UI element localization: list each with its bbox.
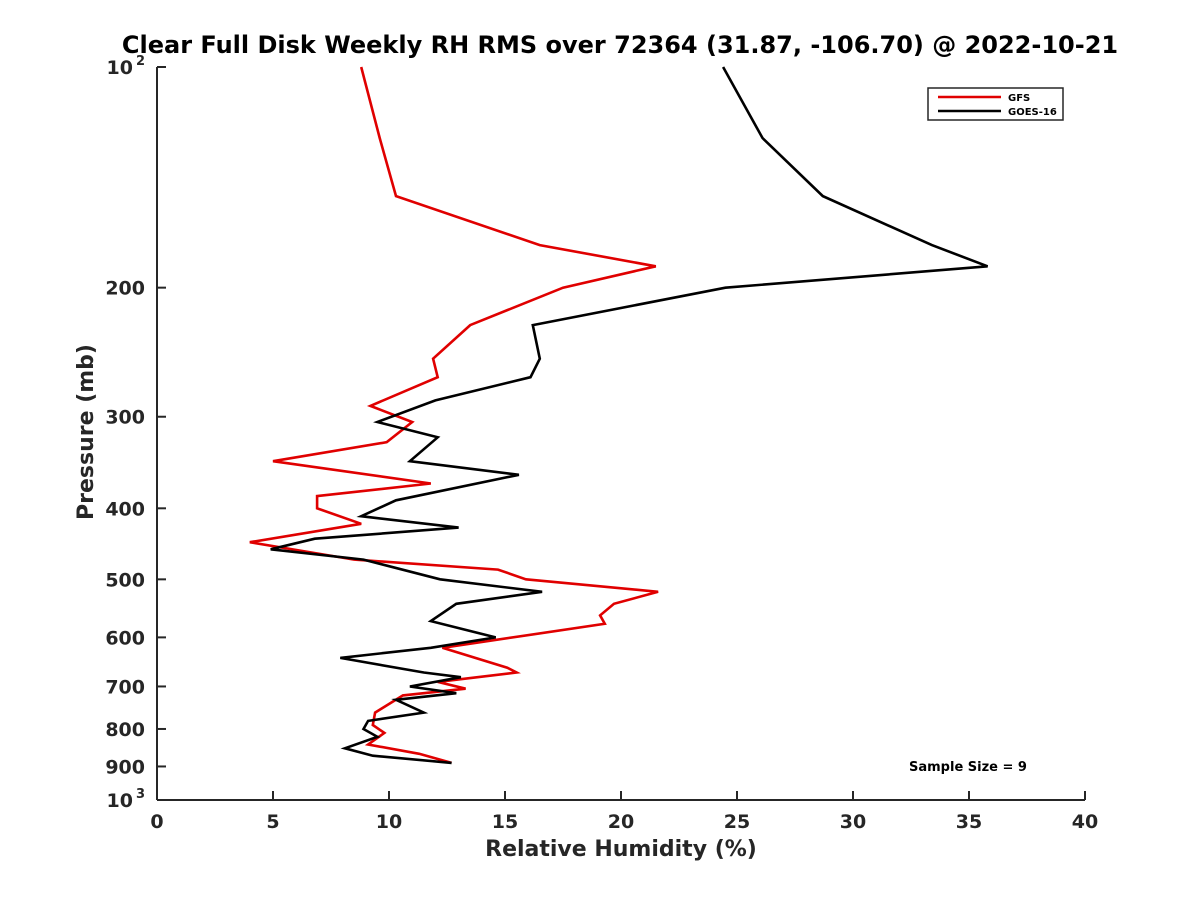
- x-tick-label: 40: [1072, 811, 1098, 833]
- x-tick-label: 30: [840, 811, 866, 833]
- x-tick-label: 20: [608, 811, 634, 833]
- y-tick-label: 400: [105, 498, 145, 520]
- x-tick-label: 10: [376, 811, 402, 833]
- legend-box: [927, 87, 1064, 121]
- plot-area: [249, 66, 989, 765]
- y-tick-label: 10: [107, 790, 133, 812]
- y-tick-label: 900: [105, 756, 145, 778]
- y-tick-exponent: 2: [136, 54, 145, 69]
- x-tick-label: 35: [956, 811, 982, 833]
- y-tick-label: 200: [105, 278, 145, 300]
- sample-size-annotation: Sample Size = 9: [909, 760, 1027, 775]
- x-tick-label: 0: [150, 811, 163, 833]
- y-tick-label: 300: [105, 407, 145, 429]
- legend: GFS GOES-16: [927, 87, 1064, 121]
- y-tick-label: 700: [105, 676, 145, 698]
- chart-title: Clear Full Disk Weekly RH RMS over 72364…: [122, 31, 1118, 59]
- y-tick-label: 10: [107, 57, 133, 79]
- y-tick-label: 800: [105, 719, 145, 741]
- x-tick-label: 25: [724, 811, 750, 833]
- legend-label: GOES-16: [1008, 107, 1057, 118]
- y-axis-label: Pressure (mb): [74, 344, 99, 520]
- x-axis-label: Relative Humidity (%): [485, 837, 757, 862]
- y-tick-label: 500: [105, 569, 145, 591]
- series-line-goes-16: [270, 66, 989, 765]
- legend-label: GFS: [1008, 93, 1030, 104]
- y-tick-label: 600: [105, 627, 145, 649]
- y-tick-exponent: 3: [136, 787, 145, 802]
- x-tick-label: 5: [266, 811, 279, 833]
- series-line-gfs: [249, 66, 659, 765]
- x-tick-label: 15: [492, 811, 518, 833]
